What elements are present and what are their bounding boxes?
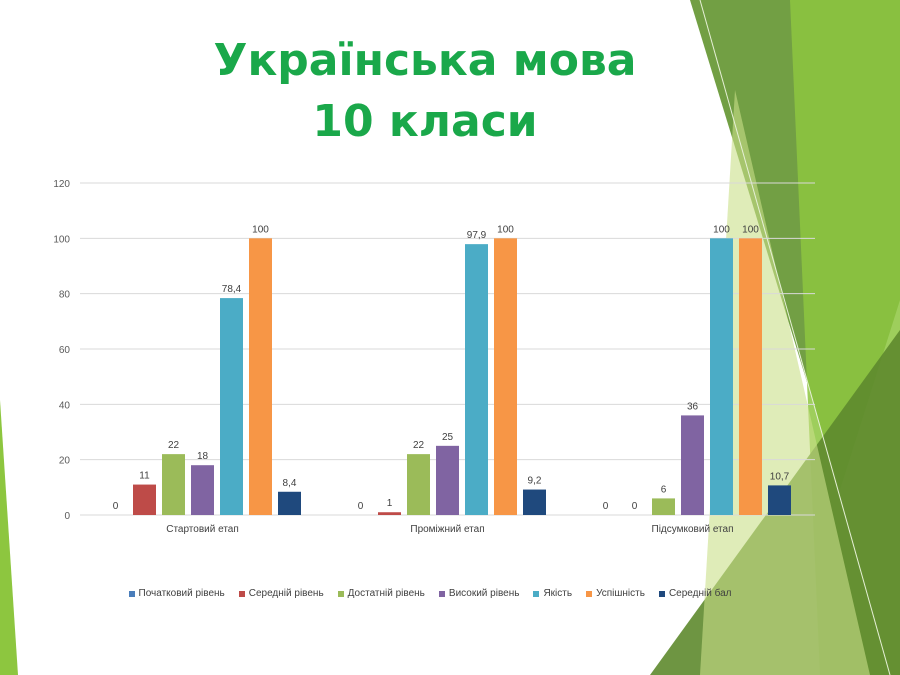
data-label: 8,4	[283, 478, 297, 489]
data-label: 36	[687, 401, 699, 412]
y-tick-label: 20	[59, 456, 71, 467]
bar	[523, 489, 546, 515]
bar	[652, 498, 675, 515]
deco-line	[699, 0, 891, 675]
x-category-label: Підсумковий етап	[652, 524, 734, 535]
x-category-label: Стартовий етап	[166, 524, 239, 535]
data-label: 25	[442, 432, 454, 443]
chart-legend: Початковий рівень Середній рівень Достатні…	[0, 588, 860, 599]
data-label: 6	[661, 484, 667, 495]
legend-item: Достатній рівень	[337, 588, 425, 599]
data-label: 100	[497, 224, 514, 235]
bar	[407, 454, 430, 515]
legend-item: Середній рівень	[238, 588, 324, 599]
data-label: 100	[713, 224, 730, 235]
data-label: 0	[358, 501, 364, 512]
legend-label: Початковий рівень	[138, 588, 225, 599]
legend-swatch	[533, 590, 540, 597]
legend-item: Початковий рівень	[128, 588, 225, 599]
data-label: 0	[113, 501, 119, 512]
data-label: 0	[603, 501, 609, 512]
legend-item: Якість	[533, 588, 572, 599]
legend-swatch	[658, 590, 665, 597]
bar	[465, 244, 488, 516]
legend-swatch	[438, 590, 445, 597]
legend-item: Високий рівень	[438, 588, 520, 599]
bar	[378, 512, 401, 515]
bar	[162, 454, 185, 515]
y-tick-label: 100	[53, 234, 70, 245]
legend-label: Достатній рівень	[347, 588, 425, 599]
legend-swatch	[586, 590, 593, 597]
bar	[133, 484, 156, 515]
legend-item: Середній бал	[658, 588, 732, 599]
y-tick-label: 120	[53, 179, 70, 190]
y-tick-label: 80	[59, 290, 71, 301]
y-tick-label: 0	[64, 511, 70, 522]
data-label: 78,4	[222, 284, 242, 295]
legend-item: Успішність	[586, 588, 645, 599]
legend-label: Успішність	[596, 588, 645, 599]
data-label: 100	[742, 224, 759, 235]
legend-label: Середній бал	[668, 588, 732, 599]
data-label: 11	[139, 471, 150, 482]
data-label: 97,9	[467, 230, 487, 241]
bar	[681, 415, 704, 515]
slide-title-line-1: Українська мова	[213, 35, 637, 86]
bar	[494, 238, 517, 516]
bar	[436, 445, 459, 515]
slide-title-line-2: 10 класи	[312, 96, 538, 147]
legend-label: Середній рівень	[248, 588, 324, 599]
bar	[710, 238, 733, 516]
data-label: 0	[632, 501, 638, 512]
data-label: 100	[252, 224, 269, 235]
legend-swatch	[337, 590, 344, 597]
legend-swatch	[128, 590, 135, 597]
bar	[249, 238, 272, 516]
data-label: 1	[387, 498, 393, 509]
legend-label: Якість	[543, 588, 573, 599]
data-label: 9,2	[528, 476, 542, 487]
deco-shape-left-edge	[0, 400, 18, 675]
data-label: 22	[413, 440, 425, 451]
data-label: 10,7	[770, 471, 790, 482]
bar	[768, 485, 791, 515]
deco-shape-light-wedge	[700, 90, 870, 675]
legend-label: Високий рівень	[448, 588, 520, 599]
bar	[220, 298, 243, 515]
data-label: 22	[168, 440, 180, 451]
data-label: 18	[197, 451, 209, 462]
y-tick-label: 60	[59, 345, 71, 356]
legend-swatch	[238, 590, 245, 597]
x-category-label: Проміжний етап	[410, 524, 484, 535]
bar	[278, 491, 301, 515]
y-tick-label: 40	[59, 400, 71, 411]
bar	[191, 465, 214, 515]
bar	[739, 238, 762, 516]
